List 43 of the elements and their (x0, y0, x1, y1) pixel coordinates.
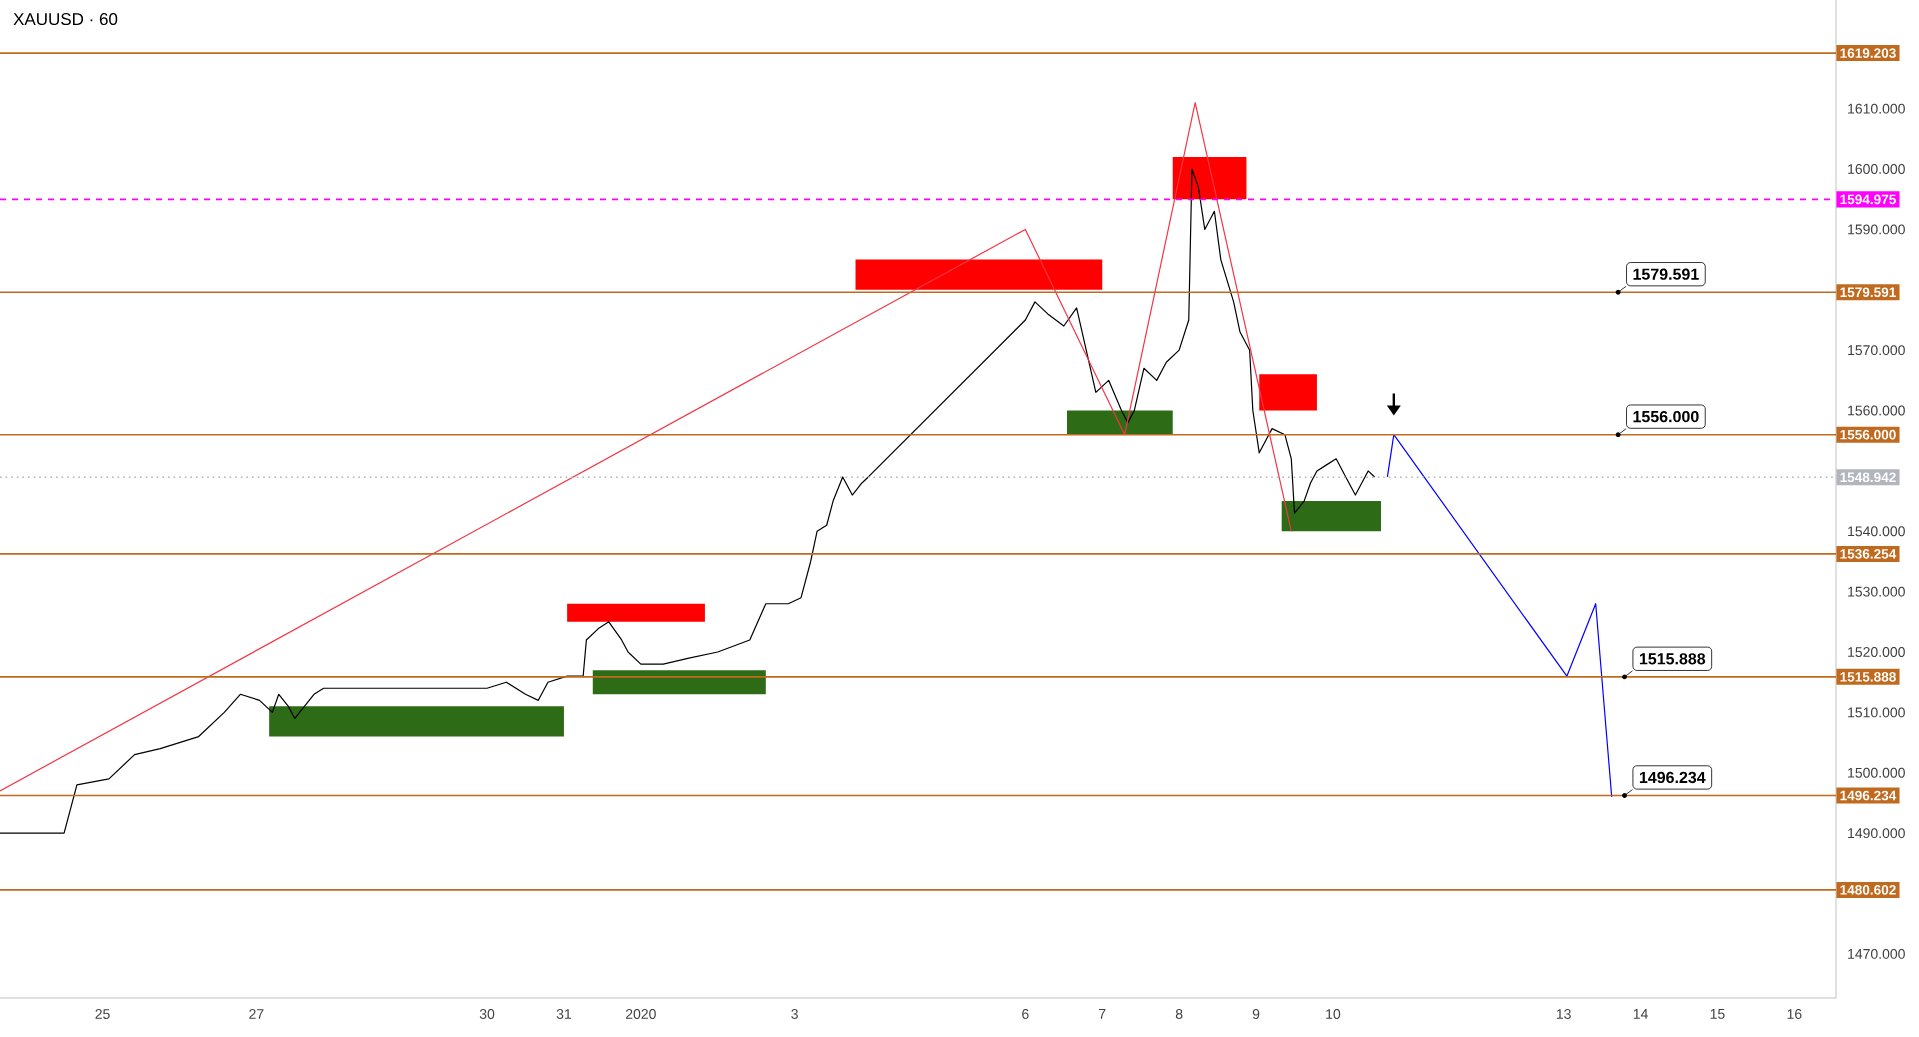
y-tick-label: 1500.000 (1848, 767, 1905, 778)
annotation: 1579.591 (1633, 268, 1699, 280)
y-tick-label: 1520.000 (1848, 647, 1905, 657)
x-tick-label: 3 (791, 1009, 798, 1019)
x-tick-label: 9 (1252, 1009, 1260, 1019)
annotation: 1496.234 (1639, 771, 1706, 784)
ref-line-label: 1556.000 (1840, 429, 1896, 440)
x-tick-label: 13 (1556, 1009, 1571, 1019)
ref-line-label: 1548.942 (1840, 472, 1896, 483)
ref-line-label: 1579.591 (1840, 287, 1896, 298)
x-tick-label: 2020 (625, 1009, 656, 1019)
x-tick-label: 14 (1633, 1009, 1648, 1019)
x-tick-label: 6 (1022, 1009, 1029, 1019)
x-tick-label: 27 (249, 1009, 264, 1019)
x-tick-label: 8 (1175, 1009, 1183, 1019)
y-tick-label: 1530.000 (1848, 586, 1905, 597)
x-tick-label: 31 (556, 1009, 572, 1019)
y-tick-label: 1610.000 (1848, 103, 1905, 114)
x-tick-label: 10 (1326, 1009, 1341, 1019)
ref-line-label: 1619.203 (1840, 48, 1896, 58)
y-tick-label: 1560.000 (1848, 405, 1905, 416)
ref-line-label: 1536.254 (1840, 549, 1897, 559)
ref-line-label: 1480.602 (1840, 885, 1896, 895)
text: XAUUSD · 60 (13, 13, 118, 26)
y-tick-label: 1470.000 (1848, 948, 1905, 959)
y-tick-label: 1570.000 (1848, 345, 1905, 356)
line-series (0, 102, 1292, 792)
y-tick-label: 1510.000 (1848, 707, 1905, 718)
x-tick-label: 15 (1710, 1009, 1725, 1019)
y-tick-label: 1600.000 (1848, 164, 1905, 174)
ref-line-label: 1496.234 (1840, 790, 1897, 801)
annotation: 1515.888 (1639, 653, 1706, 665)
ref-line-label: 1594.975 (1840, 194, 1896, 205)
x-tick-label: 7 (1099, 1009, 1106, 1019)
line-series (1386, 434, 1613, 798)
y-tick-label: 1490.000 (1848, 828, 1905, 839)
annotation: 1556.000 (1633, 410, 1699, 423)
x-tick-label: 30 (479, 1009, 495, 1019)
y-tick-label: 1590.000 (1848, 224, 1905, 235)
x-tick-label: 25 (95, 1009, 110, 1019)
y-tick-label: 1540.000 (1848, 526, 1905, 537)
ref-line-label: 1515.888 (1840, 672, 1896, 682)
x-tick-label: 16 (1787, 1009, 1802, 1019)
